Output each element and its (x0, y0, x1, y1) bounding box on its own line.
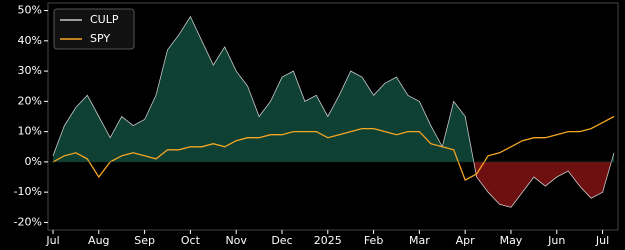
y-tick-label: 20% (18, 94, 42, 107)
x-tick-label: Dec (271, 234, 292, 247)
x-tick-label: 2025 (314, 234, 342, 247)
y-tick-label: 50% (18, 4, 42, 17)
y-tick-label: 10% (18, 125, 42, 138)
legend-label: CULP (90, 13, 119, 26)
legend: CULP SPY (53, 8, 135, 50)
y-tick-label: 30% (18, 64, 42, 77)
y-tick-label: 0% (25, 155, 42, 168)
area-positive (53, 16, 614, 162)
x-tick-label: Feb (364, 234, 383, 247)
series-line (52, 15, 615, 208)
y-tick-label: 40% (18, 34, 42, 47)
x-tick-label: Jul (595, 234, 609, 247)
x-tick-label: Nov (225, 234, 247, 247)
x-tick-label: Aug (88, 234, 109, 247)
series-line (52, 115, 615, 182)
legend-label: SPY (90, 32, 110, 45)
y-tick-label: -20% (14, 215, 42, 228)
x-tick-label: Jun (547, 234, 565, 247)
x-tick-label: May (500, 234, 523, 247)
area-negative (53, 161, 614, 208)
x-tick-label: Mar (409, 234, 430, 247)
y-tick-label: -10% (14, 185, 42, 198)
x-tick-label: Oct (181, 234, 201, 247)
x-tick-label: Apr (456, 234, 476, 247)
x-tick-label: Jul (45, 234, 59, 247)
x-tick-label: Sep (134, 234, 155, 247)
